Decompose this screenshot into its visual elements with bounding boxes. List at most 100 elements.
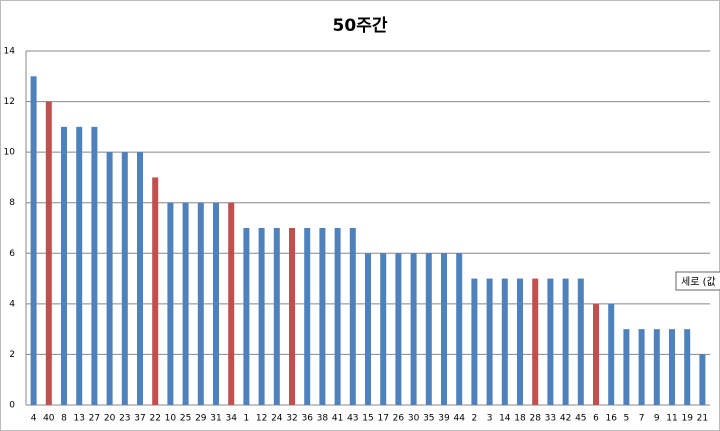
bar [608, 303, 615, 405]
bar [228, 202, 235, 405]
x-tick-label: 21 [697, 414, 708, 424]
y-tick-label: 2 [9, 350, 15, 360]
bar [258, 228, 265, 405]
chart-title: 50주간 [333, 16, 388, 36]
x-tick-label: 29 [195, 414, 207, 424]
x-tick-label: 42 [560, 414, 571, 424]
x-tick-label: 13 [73, 414, 84, 424]
bar [623, 329, 630, 405]
x-tick-label: 23 [119, 414, 130, 424]
x-tick-label: 5 [624, 414, 630, 424]
bar [653, 329, 660, 405]
bar [425, 253, 432, 405]
bar [684, 329, 691, 405]
x-tick-label: 43 [347, 414, 358, 424]
x-tick-label: 37 [134, 414, 145, 424]
x-tick-label: 17 [377, 414, 388, 424]
bar [501, 278, 508, 405]
x-tick-label: 18 [514, 414, 526, 424]
x-tick-label: 20 [104, 414, 116, 424]
y-tick-label: 0 [9, 401, 15, 411]
x-tick-label: 3 [487, 414, 493, 424]
bar [334, 228, 341, 405]
x-tick-label: 6 [593, 414, 599, 424]
x-tick-label: 24 [271, 414, 283, 424]
bar [289, 228, 295, 405]
x-tick-label: 12 [256, 414, 267, 424]
bar [91, 126, 98, 405]
bar [456, 253, 463, 405]
bar [380, 253, 387, 405]
x-tick-label: 32 [286, 414, 297, 424]
x-tick-label: 36 [301, 414, 313, 424]
x-tick-label: 8 [61, 414, 67, 424]
x-tick-label: 16 [605, 414, 617, 424]
bar [30, 76, 37, 406]
bar [669, 329, 675, 405]
bar [517, 278, 523, 405]
x-tick-label: 7 [639, 414, 645, 424]
bar [395, 253, 402, 405]
x-tick-label: 9 [654, 414, 660, 424]
bar [593, 303, 599, 405]
x-tick-label: 35 [423, 414, 434, 424]
bar [137, 152, 143, 405]
bar [638, 329, 645, 405]
x-tick-label: 31 [210, 414, 221, 424]
bar [562, 278, 569, 405]
x-tick-label: 10 [165, 414, 177, 424]
x-tick-label: 34 [225, 414, 237, 424]
bar [699, 354, 706, 405]
bar [121, 152, 128, 405]
bar [365, 253, 371, 405]
y-tick-label: 10 [4, 148, 16, 158]
x-tick-label: 40 [43, 414, 55, 424]
bar [471, 278, 478, 405]
bar [441, 253, 447, 405]
x-tick-label: 15 [362, 414, 373, 424]
x-tick-label: 19 [681, 414, 693, 424]
bar [273, 228, 280, 405]
bar [182, 202, 189, 405]
x-tick-label: 45 [575, 414, 586, 424]
x-tick-label: 2 [472, 414, 478, 424]
y-tick-label: 6 [9, 249, 15, 259]
bar [349, 228, 356, 405]
x-tick-label: 14 [499, 414, 511, 424]
bar [486, 278, 493, 405]
y-tick-label: 14 [4, 47, 16, 57]
bar [243, 228, 250, 405]
x-tick-label: 28 [529, 414, 541, 424]
tooltip: 세로 (값 [681, 276, 716, 288]
bar [319, 228, 326, 405]
x-tick-label: 25 [180, 414, 191, 424]
x-tick-label: 39 [438, 414, 450, 424]
bar [304, 228, 311, 405]
x-tick-label: 27 [89, 414, 100, 424]
bar [197, 202, 204, 405]
bar [213, 202, 219, 405]
y-tick-label: 12 [4, 97, 15, 107]
bar [61, 126, 67, 405]
tooltip-box [675, 271, 720, 291]
bar [547, 278, 554, 405]
bar [167, 202, 174, 405]
x-tick-label: 30 [408, 414, 420, 424]
bar [577, 278, 584, 405]
x-tick-label: 22 [149, 414, 160, 424]
x-tick-label: 26 [393, 414, 405, 424]
bar [76, 126, 83, 405]
x-tick-label: 1 [244, 414, 250, 424]
x-tick-label: 38 [317, 414, 329, 424]
bar [152, 177, 159, 405]
x-tick-label: 33 [545, 414, 556, 424]
bar [532, 278, 539, 405]
bar [106, 152, 113, 405]
y-tick-label: 8 [9, 198, 15, 208]
x-tick-label: 41 [332, 414, 343, 424]
y-tick-label: 4 [9, 299, 15, 309]
bar [45, 101, 52, 406]
x-tick-label: 44 [453, 414, 465, 424]
